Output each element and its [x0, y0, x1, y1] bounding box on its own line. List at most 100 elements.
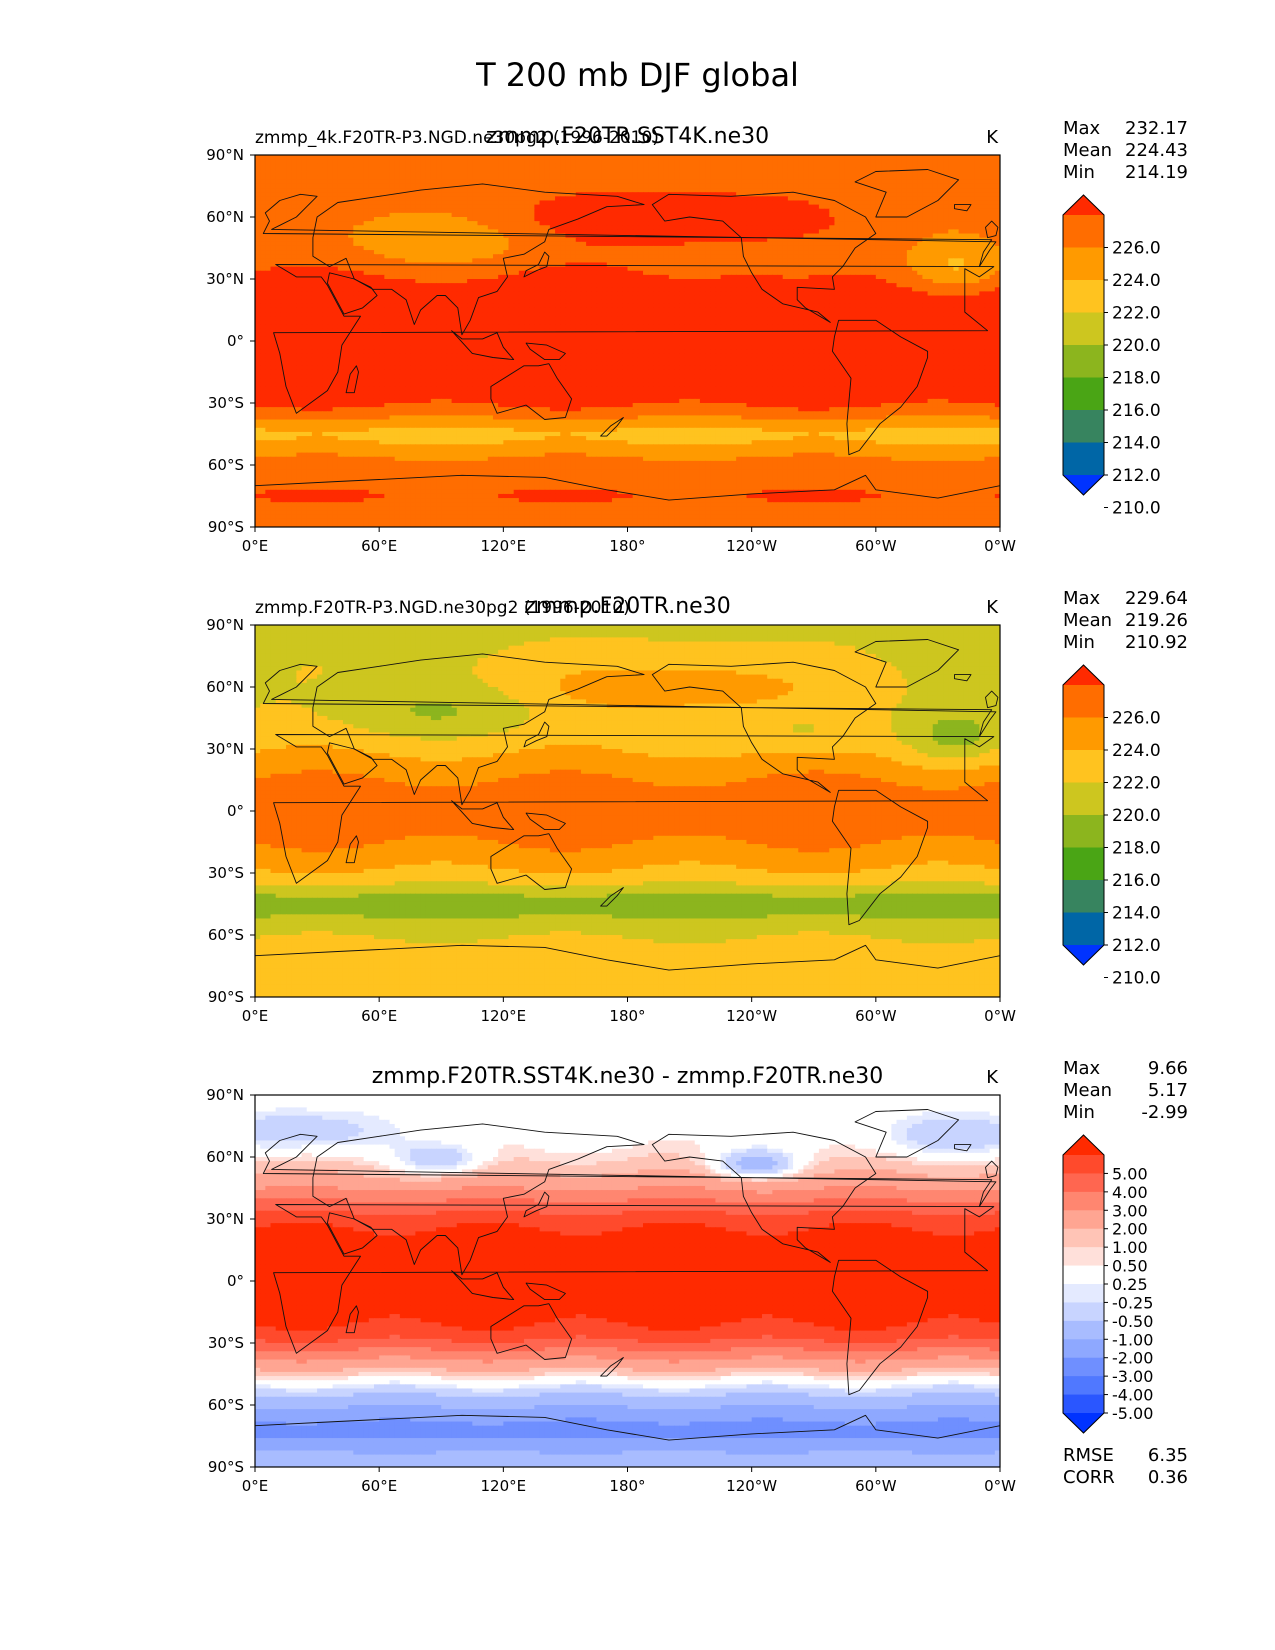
field-cell	[798, 167, 805, 173]
field-cell	[637, 250, 644, 255]
field-cell	[953, 287, 960, 292]
field-cell	[544, 266, 551, 272]
field-cell	[772, 175, 779, 181]
field-cell	[394, 254, 401, 259]
field-cell	[932, 241, 939, 247]
field-cell	[772, 266, 779, 272]
field-cell	[513, 266, 520, 272]
field-cell	[513, 208, 520, 214]
field-cell	[565, 258, 572, 264]
field-cell	[948, 175, 955, 181]
field-cell	[580, 179, 587, 185]
field-cell	[368, 233, 375, 239]
field-cell	[901, 212, 908, 218]
field-cell	[591, 155, 598, 160]
field-cell	[255, 229, 261, 235]
field-cell	[368, 274, 375, 280]
field-cell	[699, 229, 706, 235]
field-cell	[405, 208, 411, 214]
field-cell	[265, 225, 272, 230]
field-cell	[503, 274, 510, 280]
field-cell	[643, 266, 649, 272]
field-cell	[906, 270, 913, 276]
field-cell	[658, 159, 665, 164]
field-cell	[456, 217, 463, 222]
field-cell	[653, 200, 660, 206]
field-cell	[901, 283, 908, 288]
field-cell	[958, 250, 965, 255]
field-cell	[482, 183, 489, 189]
field-cell	[699, 208, 706, 214]
field-cell	[436, 241, 442, 247]
field-cell	[767, 270, 773, 276]
field-cell	[632, 217, 639, 222]
field-cell	[725, 262, 732, 268]
field-cell	[611, 163, 618, 168]
field-cell	[524, 221, 530, 226]
field-cell	[534, 291, 541, 297]
field-cell	[844, 225, 851, 230]
field-cell	[373, 241, 380, 247]
field-cell	[839, 250, 846, 255]
field-cell	[787, 291, 794, 297]
field-cell	[715, 192, 722, 197]
field-cell	[896, 262, 903, 268]
field-cell	[824, 163, 830, 168]
field-cell	[937, 258, 944, 264]
field-cell	[498, 208, 504, 214]
field-cell	[327, 258, 334, 264]
field-cell	[906, 159, 913, 164]
field-cell	[575, 295, 582, 301]
field-cell	[679, 291, 686, 297]
field-cell	[720, 155, 727, 160]
field-cell	[834, 188, 841, 193]
field-cell	[648, 163, 654, 168]
field-cell	[461, 155, 468, 160]
field-cell	[927, 262, 934, 268]
field-cell	[410, 200, 416, 206]
field-cell	[353, 212, 360, 218]
field-cell	[441, 283, 448, 288]
field-cell	[441, 155, 448, 160]
field-cell	[684, 163, 691, 168]
field-cell	[565, 245, 572, 251]
field-cell	[767, 208, 773, 214]
field-cell	[994, 291, 1000, 297]
field-cell	[818, 233, 825, 239]
field-cell	[539, 287, 546, 292]
field-cell	[596, 283, 603, 288]
field-cell	[306, 225, 313, 230]
field-cell	[280, 192, 287, 197]
field-cell	[860, 179, 867, 185]
field-cell	[348, 188, 354, 193]
field-cell	[653, 155, 660, 160]
field-cell	[932, 188, 939, 193]
field-cell	[291, 229, 297, 235]
field-cell	[513, 287, 520, 292]
field-cell	[674, 229, 680, 235]
field-cell	[549, 221, 556, 226]
field-cell	[384, 171, 391, 177]
field-cell	[265, 183, 272, 189]
field-cell	[492, 274, 499, 280]
field-cell	[658, 237, 665, 243]
field-cell	[327, 155, 334, 160]
field-cell	[317, 167, 323, 173]
field-cell	[549, 274, 556, 280]
field-cell	[798, 212, 805, 218]
field-cell	[415, 200, 422, 206]
field-cell	[674, 241, 680, 247]
field-cell	[927, 274, 934, 280]
field-cell	[943, 179, 949, 185]
field-cell	[534, 283, 541, 288]
field-cell	[974, 229, 980, 235]
field-cell	[762, 183, 768, 189]
field-cell	[974, 237, 980, 243]
field-cell	[472, 163, 479, 168]
field-cell	[379, 295, 385, 301]
field-cell	[787, 225, 794, 230]
field-cell	[420, 274, 427, 280]
field-cell	[927, 212, 934, 218]
field-cell	[725, 254, 732, 259]
field-cell	[627, 208, 634, 214]
